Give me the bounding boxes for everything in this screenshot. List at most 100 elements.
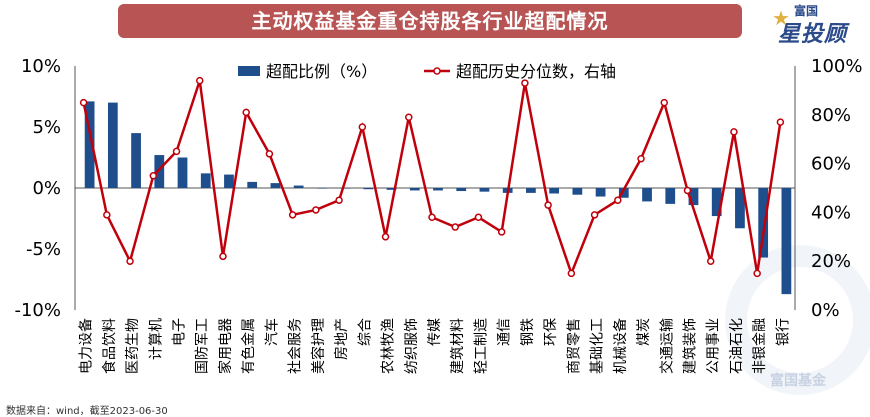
brand-logo: ★ 富国 星投顾 [772, 2, 868, 47]
bar [433, 188, 443, 191]
bar [154, 155, 165, 188]
category-label: 银行 [775, 318, 791, 346]
category-label: 家用电器 [217, 318, 234, 374]
line-point [195, 76, 204, 85]
bar [84, 101, 95, 188]
category-label: 轻工制造 [473, 318, 489, 374]
legend-line-marker [433, 67, 441, 75]
bar [177, 157, 188, 188]
bar [665, 188, 676, 204]
bar-series [84, 101, 792, 295]
line-point [79, 98, 88, 107]
data-source-note: 数据来自：wind，截至2023-06-30 [6, 406, 168, 417]
line-point [497, 228, 506, 236]
line-point [614, 196, 622, 204]
bar [618, 188, 629, 198]
category-label: 基础化工 [589, 318, 606, 374]
bar [270, 183, 281, 188]
legend-line-label: 超配历史分位数，右轴 [456, 62, 616, 81]
line-series [79, 76, 785, 278]
line-point [521, 79, 529, 87]
line-point [103, 211, 111, 219]
bar [386, 188, 397, 190]
line-point [265, 150, 274, 158]
category-label: 建筑装饰 [682, 318, 698, 374]
line-point [451, 223, 459, 231]
bar [781, 188, 792, 295]
line-point [242, 108, 250, 117]
line-point [474, 213, 483, 222]
bar [224, 174, 234, 188]
category-label: 交通运输 [658, 318, 675, 374]
category-label: 传媒 [427, 318, 443, 346]
category-label: 煤炭 [636, 318, 652, 346]
category-label: 电力设备 [78, 318, 95, 374]
category-label: 电子 [172, 318, 188, 346]
category-label: 医药生物 [125, 318, 141, 374]
bar [293, 185, 304, 188]
category-label: 食品饮料 [101, 318, 118, 374]
bar [711, 188, 722, 217]
line-point [683, 186, 692, 195]
line-point [149, 172, 158, 180]
line-point [288, 211, 297, 219]
bar [131, 133, 141, 188]
line-point [219, 252, 227, 261]
logo-brand-text: 星投顾 [778, 22, 848, 47]
bar [409, 188, 420, 191]
logo-top-text: 富国 [794, 4, 819, 18]
category-label: 农林牧渔 [381, 318, 397, 374]
left-tick-label: 10% [21, 56, 61, 77]
bar [572, 188, 583, 195]
right-tick-label: 100% [811, 56, 862, 77]
line-point [312, 206, 320, 214]
chart-title: 主动权益基金重仓持股各行业超配情况 [118, 4, 742, 38]
bar [363, 188, 374, 190]
left-tick-label: 5% [32, 117, 61, 138]
line-point [590, 211, 599, 219]
line-point [660, 98, 669, 107]
line-point [335, 196, 343, 204]
right-tick-label: 60% [811, 154, 851, 175]
right-tick-label: 80% [811, 105, 851, 126]
category-label: 汽车 [263, 318, 280, 346]
right-axis: 100% 80% 60% 40% 20% 0% [811, 56, 862, 321]
line-point [706, 257, 715, 265]
category-label: 钢铁 [520, 318, 536, 346]
right-tick-label: 40% [811, 202, 851, 223]
category-label: 非银金融 [752, 318, 768, 374]
bar [456, 188, 467, 192]
left-tick-label: 0% [32, 178, 61, 199]
line-point [776, 118, 785, 126]
line-point [753, 269, 761, 278]
category-label: 商贸零售 [566, 318, 582, 374]
line-point [172, 147, 181, 156]
bar [688, 188, 699, 206]
right-tick-label: 20% [811, 251, 851, 272]
left-axis: 10% 5% 0% -5% -10% [14, 56, 61, 321]
bar [595, 188, 606, 197]
category-label: 房地产 [334, 318, 350, 360]
line-point [637, 154, 645, 163]
legend-bar-swatch [238, 66, 260, 76]
bar [107, 102, 118, 188]
category-label: 计算机 [148, 318, 164, 360]
line-point [544, 201, 552, 209]
percentile-line [82, 80, 782, 278]
category-label: 建筑材料 [450, 318, 466, 374]
bar [758, 188, 769, 258]
left-tick-label: -5% [26, 239, 61, 260]
bar [316, 188, 327, 189]
bar [526, 188, 536, 193]
bar [340, 188, 350, 189]
star-icon: ★ [772, 6, 790, 30]
category-label: 国防军工 [195, 318, 211, 374]
line-point [428, 213, 436, 222]
category-label: 有色金属 [240, 318, 257, 374]
category-label: 美容护理 [310, 318, 327, 374]
bar [479, 188, 490, 192]
watermark-text: 富国基金 [770, 373, 826, 389]
category-label: 综合 [357, 318, 373, 346]
legend-bar-label: 超配比例（%） [266, 62, 377, 81]
